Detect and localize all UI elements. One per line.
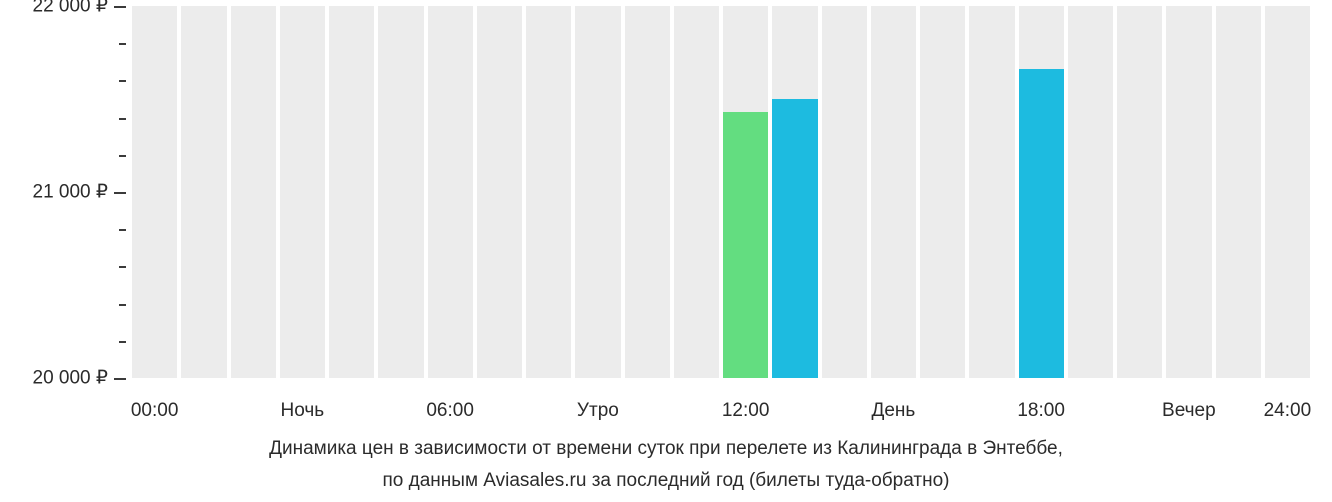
slot-background [280,6,325,378]
x-axis-label: 06:00 [426,400,474,422]
y-minor-tick [119,229,126,231]
x-axis-label: День [871,400,915,422]
x-axis-label: Вечер [1162,400,1216,422]
hour-slot [871,6,916,378]
hour-slot [723,6,768,378]
slot-background [329,6,374,378]
hour-slot [822,6,867,378]
slot-background [1117,6,1162,378]
slot-background [378,6,423,378]
hour-slot [1019,6,1064,378]
slot-background [920,6,965,378]
hour-slot [231,6,276,378]
hour-slot [625,6,670,378]
hour-slot [969,6,1014,378]
caption-line-1: Динамика цен в зависимости от времени су… [0,438,1332,460]
slot-background [969,6,1014,378]
slot-background [1166,6,1211,378]
slot-background [428,6,473,378]
hour-slot [280,6,325,378]
slot-background [132,6,177,378]
hour-slot [181,6,226,378]
hour-slot [378,6,423,378]
y-axis-label: 22 000 ₽ [0,0,108,18]
price-by-hour-chart: 20 000 ₽ 21 000 ₽ 22 000 ₽ 00:00 Ночь 06:00 Ут… [0,0,1332,502]
slot-background [625,6,670,378]
hour-slot [1117,6,1162,378]
hour-slot [526,6,571,378]
price-bar [1019,69,1064,378]
y-minor-tick [119,266,126,268]
y-minor-tick [119,43,126,45]
slot-background [1265,6,1310,378]
hour-slot [772,6,817,378]
y-major-tick [114,6,126,8]
y-minor-tick [119,80,126,82]
hour-slot [1068,6,1113,378]
y-major-tick [114,192,126,194]
x-axis-label: 24:00 [1264,400,1312,422]
caption-line-2: по данным Aviasales.ru за последний год … [0,470,1332,492]
hour-slot [1166,6,1211,378]
x-axis-label: 18:00 [1017,400,1065,422]
slot-background [674,6,719,378]
x-axis-label: Утро [577,400,619,422]
y-axis-label: 20 000 ₽ [0,367,108,390]
y-axis-label: 21 000 ₽ [0,181,108,204]
price-bar [772,99,817,378]
x-axis-label: 12:00 [722,400,770,422]
hour-slot [477,6,522,378]
slot-background [575,6,620,378]
y-major-tick [114,378,126,380]
x-axis-label: Ночь [281,400,325,422]
price-bar [723,112,768,378]
x-axis-label: 00:00 [131,400,179,422]
hour-slot [674,6,719,378]
hour-slot [329,6,374,378]
slot-background [526,6,571,378]
y-minor-tick [119,341,126,343]
slot-background [1068,6,1113,378]
slot-background [181,6,226,378]
hour-slot [920,6,965,378]
chart-caption: Динамика цен в зависимости от времени су… [0,438,1332,492]
slot-background [1216,6,1261,378]
hour-slot [575,6,620,378]
hour-slot [1216,6,1261,378]
slot-background [231,6,276,378]
y-minor-tick [119,304,126,306]
hour-slot [428,6,473,378]
y-minor-tick [119,118,126,120]
y-minor-tick [119,155,126,157]
plot-area [130,6,1312,378]
hour-slot [1265,6,1310,378]
hour-slot [132,6,177,378]
slot-background [822,6,867,378]
slot-background [477,6,522,378]
slot-background [871,6,916,378]
